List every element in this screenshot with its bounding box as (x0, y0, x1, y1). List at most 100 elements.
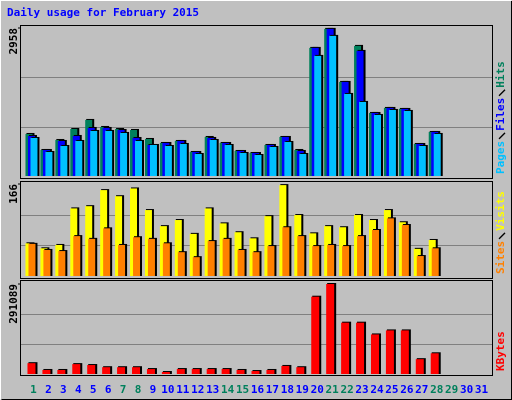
bar (209, 139, 217, 176)
bar (312, 246, 320, 276)
legend-separator (498, 232, 506, 240)
bar (130, 188, 138, 276)
bar (176, 369, 185, 374)
bar (161, 372, 170, 374)
bar (254, 154, 262, 176)
x-tick-label: 13 (206, 383, 219, 396)
x-tick-label: 5 (90, 383, 97, 396)
bar (206, 369, 215, 374)
bar (401, 225, 409, 276)
bar (45, 151, 53, 176)
bar (149, 144, 157, 176)
y-tick-label: 166 (7, 184, 20, 204)
legend-entry: Visits (494, 191, 507, 231)
x-tick-label: 7 (120, 383, 127, 396)
legend-entry: Sites (494, 241, 507, 274)
bar (43, 249, 51, 276)
plot-frame (20, 280, 493, 376)
bar (179, 143, 187, 176)
bar (385, 330, 394, 374)
bar (299, 153, 307, 176)
bar (296, 367, 305, 374)
x-tick-label: 27 (415, 383, 428, 396)
bar (194, 153, 202, 176)
bar (90, 130, 98, 176)
bar (311, 296, 320, 374)
bar (27, 363, 36, 374)
bar (88, 238, 96, 276)
x-tick-label: 24 (370, 383, 384, 396)
bar (162, 243, 170, 276)
bar (146, 369, 155, 374)
bar (400, 330, 409, 374)
bar (284, 141, 292, 176)
bar (344, 93, 352, 176)
x-tick-label: 12 (191, 383, 204, 396)
bar (135, 140, 143, 176)
x-tick-label: 4 (75, 383, 82, 396)
bar (431, 248, 439, 276)
bar (326, 284, 335, 374)
bar (60, 145, 68, 176)
bar (282, 227, 290, 276)
bar (105, 130, 113, 176)
x-tick-label: 26 (400, 383, 414, 396)
bar (147, 238, 155, 276)
bar (237, 249, 245, 276)
bar (164, 145, 172, 176)
x-tick-label: 25 (385, 383, 398, 396)
bar (117, 367, 126, 374)
x-tick-label: 19 (296, 383, 309, 396)
bar (115, 196, 123, 276)
bar (189, 233, 197, 276)
legend-separator (498, 89, 506, 97)
bar (403, 110, 411, 176)
bar (57, 369, 66, 374)
x-tick-label: 23 (355, 383, 368, 396)
bar (430, 353, 439, 374)
bar (222, 238, 230, 276)
bar (357, 236, 365, 276)
bar (371, 230, 379, 276)
bar (72, 364, 81, 374)
bar (75, 140, 83, 176)
x-tick-label: 3 (60, 383, 67, 396)
bar (133, 237, 141, 276)
bar (177, 252, 185, 276)
bar (118, 244, 126, 276)
bar (433, 133, 441, 176)
y-tick-label: 291089 (7, 284, 20, 324)
x-tick-label: 22 (340, 383, 353, 396)
bar (314, 55, 322, 176)
bar (370, 334, 379, 374)
bar (266, 369, 275, 374)
x-tick-label: 28 (430, 383, 443, 396)
bar (359, 101, 367, 176)
x-tick-label: 11 (176, 383, 190, 396)
x-tick-label: 6 (105, 383, 112, 396)
bar (329, 35, 337, 177)
bar (281, 365, 290, 374)
x-tick-label: 29 (445, 383, 458, 396)
bar (73, 236, 81, 276)
bar (267, 246, 275, 276)
legend-separator (498, 132, 506, 140)
bar (236, 369, 245, 374)
bar (120, 132, 128, 176)
bar (42, 369, 51, 374)
bar (342, 246, 350, 276)
bar (191, 369, 200, 374)
x-tick-label: 31 (475, 383, 489, 396)
legend-entry: KBytes (494, 331, 507, 371)
bar (416, 256, 424, 276)
chart-title: Daily usage for February 2015 (7, 6, 199, 19)
x-tick-label: 8 (135, 383, 142, 396)
bar (87, 365, 96, 374)
bar (373, 114, 381, 176)
x-tick-label: 20 (311, 383, 324, 396)
x-tick-label: 10 (161, 383, 174, 396)
bar (415, 359, 424, 374)
bar (132, 367, 141, 374)
